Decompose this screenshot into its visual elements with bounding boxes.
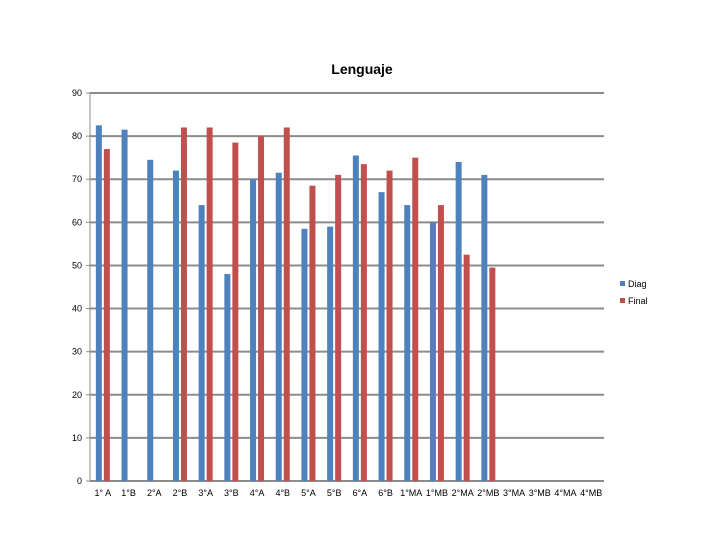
gridlines [89,92,604,482]
x-axis-ticks: 1° A 1°B 2°A 2°B 3°A 3°B 4°A 4°B 5°A 5°B 6°A 6°B 1°M… [95,488,603,498]
x-tick-label: 3°A [198,488,213,498]
y-tick-label: 80 [72,131,82,141]
y-tick-label: 90 [72,88,82,98]
bar-diag-3 [172,170,179,481]
bar-diag-4 [198,205,205,482]
bar-final-14 [463,254,470,481]
bar-diag-10 [352,155,359,481]
bar-diag-0 [95,125,102,481]
legend-swatch-final [620,298,625,303]
y-tick-label: 40 [72,304,82,314]
x-tick-label: 6°B [378,488,393,498]
bar-final-8 [309,185,316,481]
x-tick-label: 4°B [275,488,290,498]
x-tick-label: 5°A [301,488,316,498]
bar-final-12 [412,157,419,481]
x-tick-label: 3°MB [529,488,551,498]
x-tick-label: 2°B [173,488,188,498]
y-tick-label: 10 [72,433,82,443]
bar-final-13 [437,205,444,482]
x-tick-label: 1°MB [426,488,448,498]
x-tick-label: 4°MA [554,488,576,498]
bar-diag-12 [404,205,411,482]
bar-final-6 [258,136,265,481]
bar-diag-8 [301,228,308,481]
legend: Diag Final [620,279,648,306]
bar-final-0 [103,149,110,482]
bar-diag-6 [250,179,257,481]
legend-label-diag: Diag [628,279,647,289]
bar-final-10 [360,164,367,481]
x-tick-label: 6°A [353,488,368,498]
bar-diag-9 [327,226,334,481]
bar-diag-5 [224,274,231,481]
x-tick-label: 1°MA [400,488,422,498]
x-tick-label: 4°MB [580,488,602,498]
y-tick-label: 60 [72,217,82,227]
bar-diag-15 [481,174,488,481]
x-tick-label: 5°B [327,488,342,498]
y-tick-label: 0 [77,476,82,486]
bars [95,125,496,482]
bar-diag-7 [275,172,282,481]
bar-final-11 [386,170,393,481]
bar-diag-14 [455,161,462,481]
bar-diag-1 [121,129,128,481]
x-tick-label: 4°A [250,488,265,498]
x-tick-label: 1°B [121,488,136,498]
bar-final-9 [335,174,342,481]
bar-diag-13 [429,222,436,482]
y-tick-label: 50 [72,260,82,270]
bar-final-15 [489,267,496,481]
x-tick-label: 2°MA [452,488,474,498]
bar-final-3 [180,127,187,481]
y-tick-label: 20 [72,390,82,400]
y-axis-ticks: 0 10 20 30 40 50 60 70 80 90 [72,88,90,486]
chart-title: Lenguaje [331,61,393,77]
bar-final-7 [283,127,290,481]
x-tick-label: 3°MA [503,488,525,498]
bar-diag-11 [378,192,385,481]
y-tick-label: 30 [72,347,82,357]
bar-diag-2 [147,159,154,482]
x-tick-label: 2°A [147,488,162,498]
bar-final-5 [232,142,239,482]
legend-label-final: Final [628,296,648,306]
y-tick-label: 70 [72,174,82,184]
x-tick-label: 3°B [224,488,239,498]
legend-swatch-diag [620,281,625,286]
x-tick-label: 2°MB [477,488,499,498]
bar-final-4 [206,127,213,481]
x-tick-label: 1° A [95,488,112,498]
